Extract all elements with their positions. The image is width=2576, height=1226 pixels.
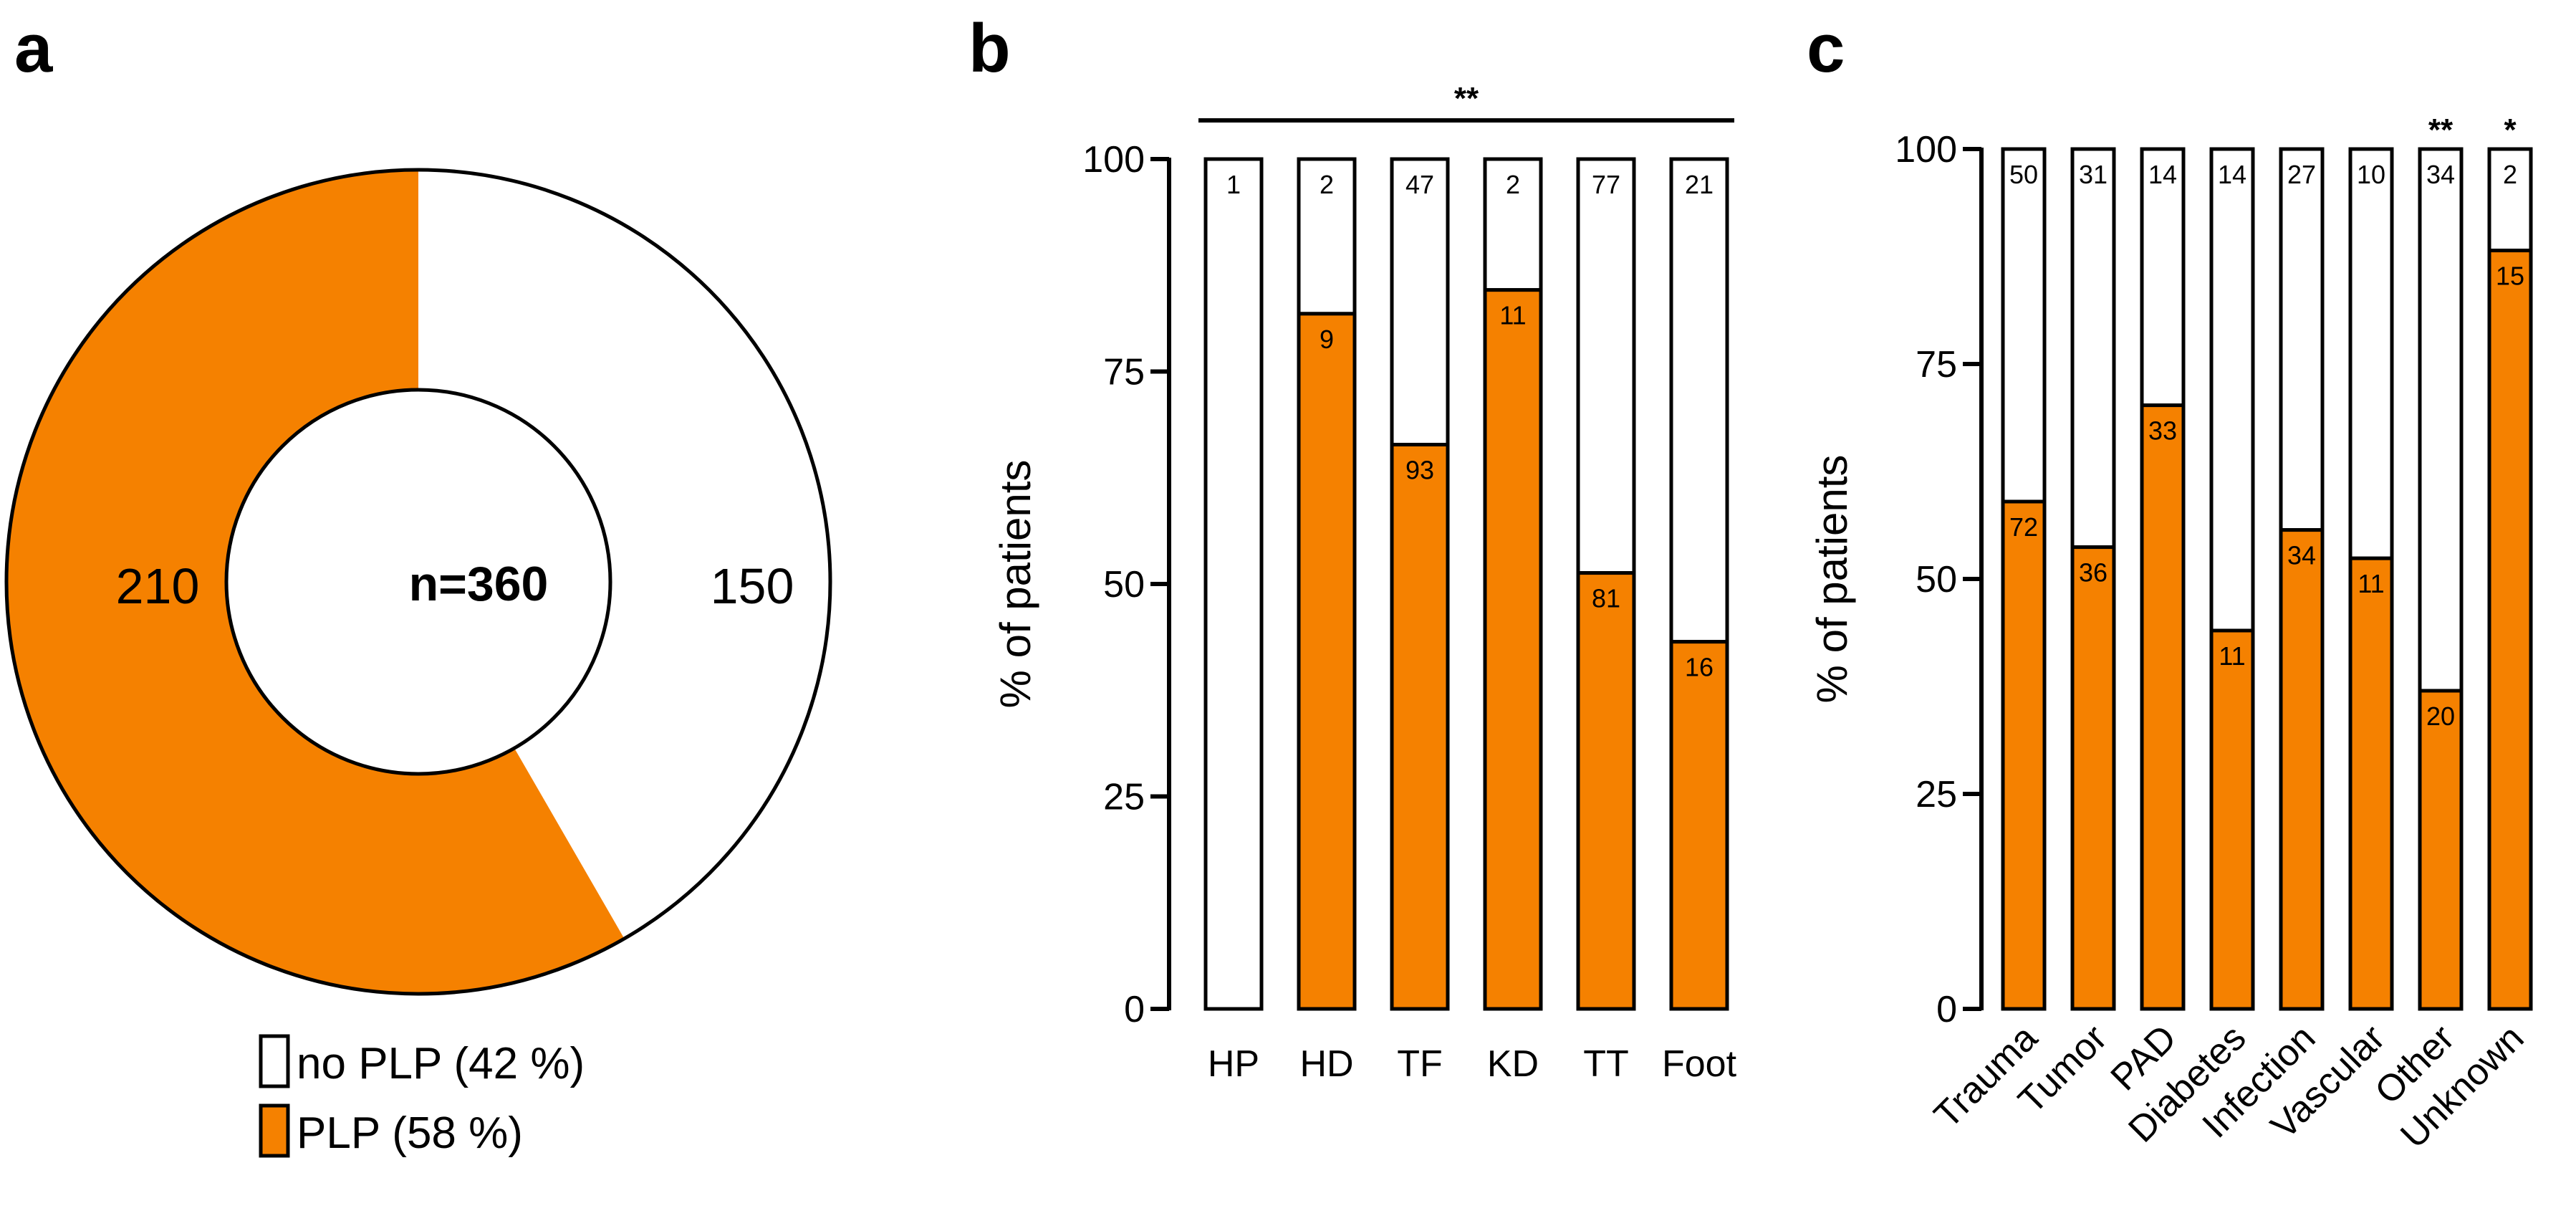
bar-plp-unknown <box>2487 249 2533 1011</box>
bar-no-plp-diabetes <box>2209 147 2255 633</box>
donut-chart: n=360 150 210 no PLP (42 %) PLP (58 %) <box>4 168 832 1158</box>
legend-swatch-plp <box>259 1103 290 1158</box>
y-tick-label: 100 <box>1895 129 1957 171</box>
bar-plp-tt <box>1576 571 1636 1011</box>
donut-hole <box>224 388 612 776</box>
y-axis-title: % of patients <box>991 460 1039 709</box>
bar-label-no-plp-infection: 27 <box>2287 160 2316 189</box>
bar-label-no-plp-hp: 1 <box>1226 170 1241 199</box>
bar-label-plp-kd: 11 <box>1499 301 1526 330</box>
legend-label-no-plp: no PLP (42 %) <box>297 1039 585 1088</box>
bar-no-plp-other <box>2418 147 2464 693</box>
bar-plp-hd <box>1297 312 1357 1011</box>
bar-label-no-plp-tumor: 31 <box>2079 160 2108 189</box>
significance-marker: ** <box>1454 81 1479 116</box>
x-tick-label-tf: TF <box>1397 1043 1443 1085</box>
y-tick-label: 75 <box>1916 344 1957 385</box>
bar-plp-vascular <box>2348 556 2394 1011</box>
significance-marker-other: ** <box>2428 112 2454 148</box>
bar-label-plp-other: 20 <box>2426 701 2455 731</box>
slice-label-plp: 210 <box>116 558 200 614</box>
bar-label-plp-pad: 33 <box>2148 416 2177 446</box>
bar-label-no-plp-kd: 2 <box>1506 170 1520 199</box>
panel-letter-c: c <box>1807 10 1845 87</box>
bar-label-plp-tt: 81 <box>1592 584 1620 613</box>
x-tick-label-kd: KD <box>1487 1043 1539 1085</box>
bar-chart-amputation-level: 0 25 50 75 100 % of patients 1 HP 2 9 HD 47 93 TF 2 11 K… <box>991 81 1737 1085</box>
x-tick-label-tt: TT <box>1583 1043 1629 1085</box>
bar-plp-foot <box>1669 640 1729 1011</box>
bar-plp-trauma <box>2001 499 2047 1011</box>
bar-plp-infection <box>2279 528 2325 1011</box>
bar-label-plp-diabetes: 11 <box>2219 641 2245 671</box>
bar-plp-tumor <box>2070 545 2116 1011</box>
bar-label-plp-tf: 93 <box>1405 455 1434 484</box>
bar-plp-pad <box>2140 403 2186 1011</box>
bar-plp-kd <box>1483 288 1543 1011</box>
y-tick-label: 75 <box>1103 352 1145 393</box>
significance-marker-unknown: * <box>2504 112 2517 148</box>
bar-label-plp-infection: 34 <box>2287 541 2316 570</box>
y-tick-label: 0 <box>1936 989 1957 1030</box>
bar-label-plp-hd: 9 <box>1320 325 1334 354</box>
bar-label-no-plp-hd: 2 <box>1320 170 1334 199</box>
bar-label-no-plp-diabetes: 14 <box>2218 160 2246 189</box>
y-axis-title: % of patients <box>1808 455 1856 704</box>
bar-label-no-plp-tt: 77 <box>1592 170 1620 199</box>
x-tick-label-hp: HP <box>1208 1043 1259 1085</box>
bar-label-plp-foot: 16 <box>1685 653 1714 682</box>
bar-label-no-plp-vascular: 10 <box>2357 160 2385 189</box>
bar-label-plp-trauma: 72 <box>2009 512 2038 542</box>
y-tick-label: 25 <box>1916 774 1957 815</box>
bar-no-plp-hp <box>1203 157 1264 1011</box>
donut-outer-ring <box>4 168 832 996</box>
legend-label-plp: PLP (58 %) <box>297 1108 523 1158</box>
bar-no-plp-foot <box>1669 157 1729 644</box>
bar-label-no-plp-trauma: 50 <box>2009 160 2038 189</box>
x-tick-label-hd: HD <box>1299 1043 1353 1085</box>
y-tick-label: 100 <box>1082 139 1145 181</box>
bar-label-no-plp-foot: 21 <box>1685 170 1714 199</box>
bar-label-no-plp-tf: 47 <box>1405 170 1434 199</box>
bar-label-plp-tumor: 36 <box>2079 558 2108 588</box>
donut-slices <box>4 168 832 996</box>
bar-no-plp-tt <box>1576 157 1636 575</box>
bar-label-no-plp-pad: 14 <box>2148 160 2177 189</box>
bar-no-plp-hd <box>1297 157 1357 316</box>
bar-no-plp-tumor <box>2070 147 2116 550</box>
y-tick-label: 0 <box>1124 989 1145 1030</box>
bar-label-plp-unknown: 15 <box>2496 262 2524 291</box>
bar-no-plp-trauma <box>2001 147 2047 504</box>
bar-plp-diabetes <box>2209 628 2255 1011</box>
slice-label-no-plp: 150 <box>711 558 794 614</box>
panel-letter-a: a <box>14 10 53 87</box>
x-tick-label-foot: Foot <box>1662 1043 1737 1085</box>
donut-slice-plp <box>6 170 625 994</box>
legend-swatch-no-plp <box>259 1034 290 1088</box>
bar-label-no-plp-other: 34 <box>2426 160 2455 189</box>
bar-label-no-plp-unknown: 2 <box>2503 160 2517 189</box>
y-tick-label: 50 <box>1916 559 1957 600</box>
bar-no-plp-tf <box>1390 157 1450 446</box>
donut-center-label: n=360 <box>409 557 549 611</box>
donut-slice-no-plp <box>418 170 830 939</box>
y-tick-label: 25 <box>1103 777 1145 818</box>
bar-label-plp-vascular: 11 <box>2358 569 2384 598</box>
y-tick-label: 50 <box>1103 564 1145 605</box>
bar-plp-other <box>2418 689 2464 1011</box>
bar-plp-tf <box>1390 442 1450 1011</box>
bar-no-plp-vascular <box>2348 147 2394 560</box>
bar-no-plp-infection <box>2279 147 2325 532</box>
panel-letter-b: b <box>969 10 1011 87</box>
legend: no PLP (42 %) PLP (58 %) <box>259 1034 585 1158</box>
